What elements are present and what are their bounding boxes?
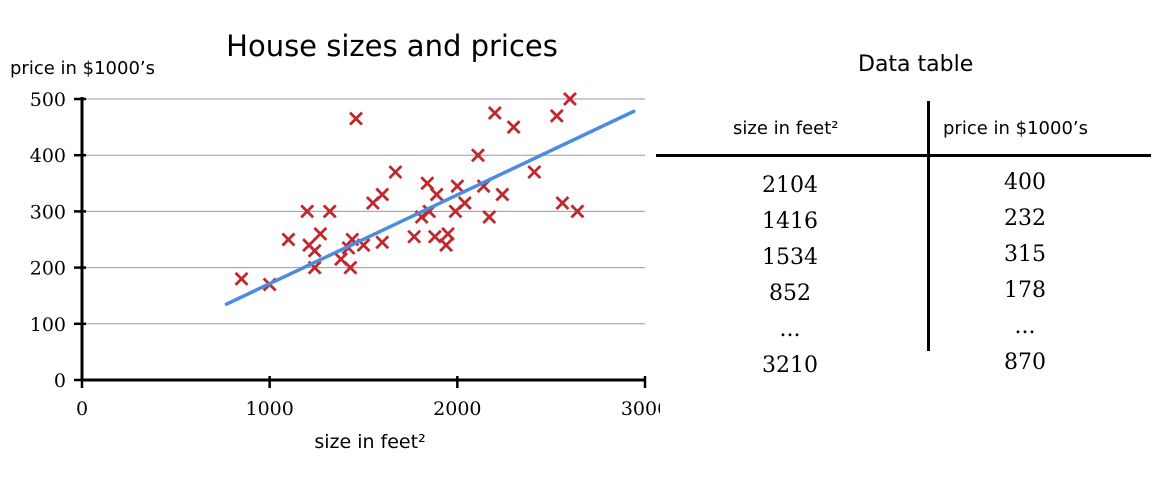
x-axis-label: size in feet² <box>314 431 425 453</box>
data-point <box>440 226 455 241</box>
grid-lines <box>82 98 645 325</box>
table-header-size: size in feet² <box>733 118 839 139</box>
table-cell-price: 315 <box>1004 242 1046 267</box>
table-cell-price: 232 <box>1004 206 1046 231</box>
data-point <box>234 271 249 286</box>
data-point <box>313 226 328 241</box>
table-cell-price: ... <box>1014 314 1036 339</box>
y-tick-label: 200 <box>30 258 66 280</box>
data-point <box>450 179 465 194</box>
y-tick-label: 300 <box>30 201 66 223</box>
data-point <box>407 229 422 244</box>
data-point <box>307 243 322 258</box>
table-cell-price: 178 <box>1004 278 1046 303</box>
data-point <box>300 204 315 219</box>
data-point <box>562 92 577 106</box>
regression-line <box>224 109 636 306</box>
table-column-size: 2104 1416 1534 852 ... 3210 <box>735 168 845 384</box>
data-point <box>375 187 390 202</box>
y-tick-label: 500 <box>30 89 66 111</box>
table-column-divider <box>927 101 930 351</box>
table-cell-size: 3210 <box>762 353 818 378</box>
data-point <box>420 176 435 191</box>
table-cell-price: 870 <box>1004 350 1046 375</box>
data-point <box>506 120 521 135</box>
table-header-divider <box>656 154 1151 157</box>
data-point <box>281 232 296 247</box>
data-point <box>487 106 502 121</box>
data-point <box>495 187 510 202</box>
data-point <box>343 260 358 275</box>
table-cell-size: 1416 <box>762 209 818 234</box>
x-tick-label: 2000 <box>433 398 481 420</box>
data-point <box>427 229 442 244</box>
data-point <box>457 195 472 210</box>
data-point <box>439 238 454 253</box>
data-points <box>234 92 585 292</box>
y-axis-label: price in $1000’s <box>10 58 155 79</box>
data-point <box>375 235 390 250</box>
data-point <box>388 165 403 180</box>
data-point <box>322 204 337 219</box>
data-table-title: Data table <box>858 52 974 77</box>
table-header-price: price in $1000’s <box>943 118 1089 139</box>
y-axis-ticks: 0 100 200 300 400 500 <box>30 89 86 392</box>
data-point <box>470 148 485 163</box>
table-cell-size: 852 <box>769 281 811 306</box>
y-tick-label: 100 <box>30 314 66 336</box>
x-tick-label: 1000 <box>245 398 293 420</box>
y-tick-label: 400 <box>30 145 66 167</box>
data-point <box>349 111 363 126</box>
data-point <box>555 195 570 210</box>
table-cell-price: 400 <box>1004 170 1046 195</box>
data-point <box>482 210 497 225</box>
chart-title: House sizes and prices <box>226 29 558 63</box>
data-point <box>549 108 564 123</box>
table-column-price: 400 232 315 178 ... 870 <box>980 165 1070 381</box>
table-cell-size: 2104 <box>762 173 818 198</box>
data-point <box>527 165 542 180</box>
y-tick-label: 0 <box>54 370 66 392</box>
data-point <box>429 187 444 202</box>
x-tick-label: 0 <box>76 398 88 420</box>
table-cell-size: ... <box>779 317 801 342</box>
data-point <box>570 204 585 219</box>
table-cell-size: 1534 <box>762 245 818 270</box>
